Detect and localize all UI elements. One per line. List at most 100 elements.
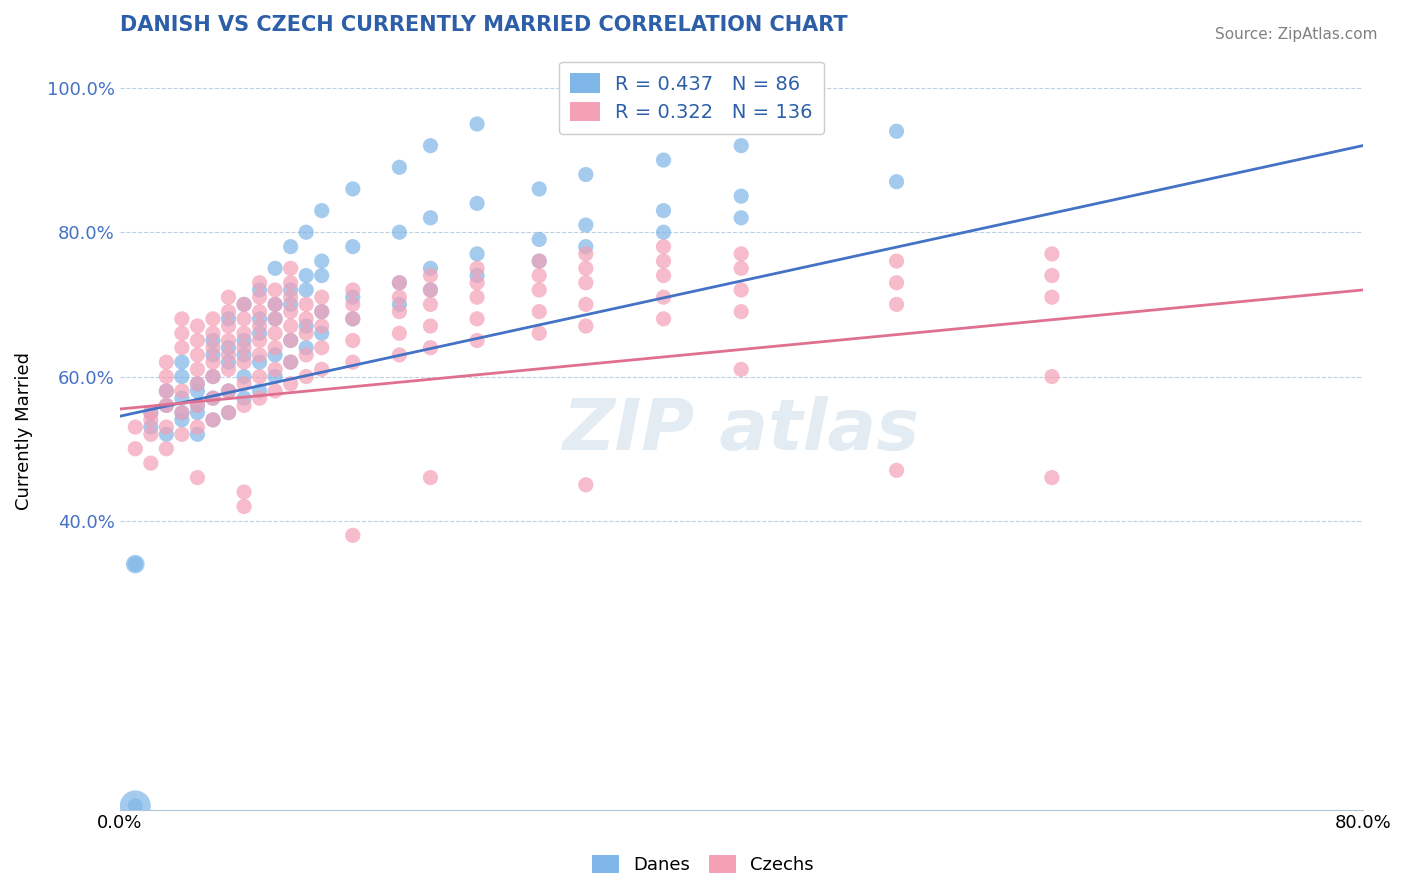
Point	[249, 348, 271, 362]
Point	[1040, 369, 1063, 384]
Point	[730, 211, 752, 225]
Point	[201, 413, 224, 427]
Point	[311, 290, 333, 304]
Point	[295, 268, 318, 283]
Point	[186, 376, 208, 391]
Point	[124, 557, 146, 571]
Point	[155, 427, 177, 442]
Point	[419, 261, 441, 276]
Point	[201, 413, 224, 427]
Point	[730, 261, 752, 276]
Point	[388, 348, 411, 362]
Point	[342, 355, 364, 369]
Point	[465, 261, 488, 276]
Point	[218, 384, 240, 398]
Point	[124, 799, 146, 814]
Point	[419, 283, 441, 297]
Point	[730, 138, 752, 153]
Point	[170, 369, 193, 384]
Point	[575, 240, 598, 254]
Point	[170, 355, 193, 369]
Point	[295, 369, 318, 384]
Point	[233, 326, 256, 341]
Point	[233, 391, 256, 405]
Point	[388, 276, 411, 290]
Point	[295, 225, 318, 239]
Point	[124, 799, 146, 814]
Point	[170, 427, 193, 442]
Point	[311, 362, 333, 376]
Point	[233, 311, 256, 326]
Point	[419, 319, 441, 334]
Point	[342, 297, 364, 311]
Point	[249, 319, 271, 334]
Point	[886, 175, 908, 189]
Point	[249, 384, 271, 398]
Point	[652, 240, 675, 254]
Point	[575, 261, 598, 276]
Point	[388, 297, 411, 311]
Point	[342, 311, 364, 326]
Point	[311, 319, 333, 334]
Point	[249, 283, 271, 297]
Point	[280, 376, 302, 391]
Point	[730, 283, 752, 297]
Point	[201, 391, 224, 405]
Point	[264, 311, 287, 326]
Point	[886, 463, 908, 477]
Point	[155, 384, 177, 398]
Point	[218, 304, 240, 318]
Point	[419, 268, 441, 283]
Point	[295, 319, 318, 334]
Point	[575, 218, 598, 232]
Point	[280, 334, 302, 348]
Point	[186, 470, 208, 484]
Point	[529, 304, 551, 318]
Point	[186, 399, 208, 413]
Point	[311, 268, 333, 283]
Point	[249, 369, 271, 384]
Point	[233, 485, 256, 500]
Point	[280, 304, 302, 318]
Point	[419, 211, 441, 225]
Point	[465, 290, 488, 304]
Point	[233, 355, 256, 369]
Point	[652, 203, 675, 218]
Point	[575, 297, 598, 311]
Point	[529, 182, 551, 196]
Point	[342, 283, 364, 297]
Point	[264, 369, 287, 384]
Point	[233, 348, 256, 362]
Point	[218, 384, 240, 398]
Point	[218, 319, 240, 334]
Point	[886, 124, 908, 138]
Point	[264, 297, 287, 311]
Point	[311, 203, 333, 218]
Point	[886, 254, 908, 268]
Point	[419, 283, 441, 297]
Point	[465, 311, 488, 326]
Point	[264, 311, 287, 326]
Point	[280, 334, 302, 348]
Point	[201, 391, 224, 405]
Point	[201, 369, 224, 384]
Point	[264, 362, 287, 376]
Point	[264, 261, 287, 276]
Point	[730, 189, 752, 203]
Point	[280, 261, 302, 276]
Point	[652, 311, 675, 326]
Point	[465, 117, 488, 131]
Point	[139, 413, 162, 427]
Point	[264, 297, 287, 311]
Point	[465, 247, 488, 261]
Text: Source: ZipAtlas.com: Source: ZipAtlas.com	[1215, 27, 1378, 42]
Point	[186, 334, 208, 348]
Point	[342, 240, 364, 254]
Point	[342, 528, 364, 542]
Point	[233, 376, 256, 391]
Point	[249, 355, 271, 369]
Point	[201, 334, 224, 348]
Point	[886, 297, 908, 311]
Point	[652, 254, 675, 268]
Point	[233, 297, 256, 311]
